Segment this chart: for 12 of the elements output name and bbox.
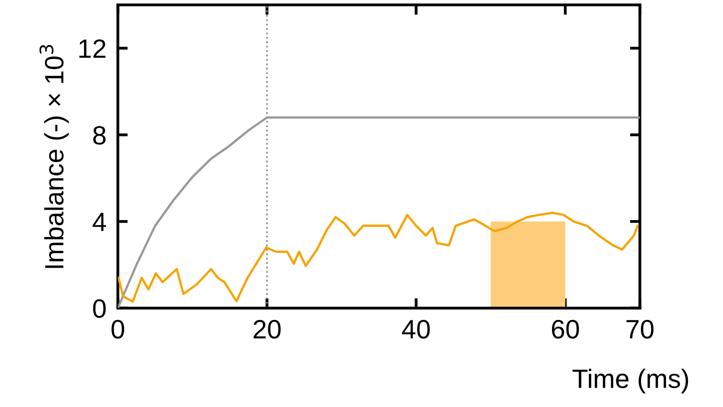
y-tick-label: 4 bbox=[92, 212, 106, 232]
x-tick-label: 40 bbox=[402, 320, 430, 339]
y-axis-title: Imbalance (-) × 10$^{3}$ bbox=[40, 44, 69, 268]
x-axis-title: Time (ms) bbox=[572, 368, 688, 394]
y-tick-label: 0 bbox=[93, 299, 106, 318]
y-tick-label: 8 bbox=[93, 126, 106, 145]
x-tick-label: 70 bbox=[626, 320, 654, 339]
y-tick-label: 12 bbox=[79, 39, 106, 58]
line-series bbox=[118, 212, 639, 303]
x-tick-label: 60 bbox=[552, 320, 579, 339]
x-tick-label: 20 bbox=[254, 320, 281, 339]
x-tick-label: 0 bbox=[112, 320, 124, 339]
